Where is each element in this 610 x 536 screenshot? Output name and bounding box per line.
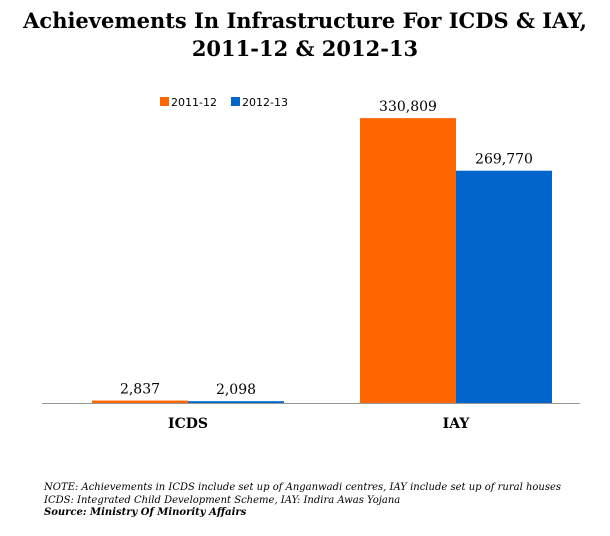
- data-label-icds-2012-13: 2,098: [216, 382, 256, 398]
- x-tick-label-icds: ICDS: [168, 416, 208, 432]
- bar-icds-2011-12: [92, 400, 188, 403]
- legend-label-2012-13: 2012-13: [242, 96, 288, 109]
- data-label-icds-2011-12: 2,837: [120, 382, 160, 398]
- data-label-iay-2012-13: 269,770: [475, 152, 533, 168]
- data-label-iay-2011-12: 330,809: [379, 99, 437, 115]
- note-line-1: NOTE: Achievements in ICDS include set u…: [44, 482, 562, 493]
- chart-subtitle: 2011-12 & 2012-13: [191, 36, 419, 61]
- bar-iay-2011-12: [360, 118, 456, 404]
- source-line: Source: Ministry Of Minority Affairs: [44, 507, 247, 518]
- chart-title: Achievements In Infrastructure For ICDS …: [23, 8, 587, 33]
- note-line-2: ICDS: Integrated Child Development Schem…: [44, 494, 401, 506]
- legend-swatch-2012-13: [231, 97, 240, 106]
- bar-icds-2012-13: [188, 401, 284, 403]
- legend-label-2011-12: 2011-12: [171, 96, 217, 109]
- bar-iay-2012-13: [456, 170, 552, 403]
- bar-chart: 2,837 330,809 2,098 269,770 ICDS IAY 2011-12 20…: [42, 96, 580, 432]
- x-tick-label-iay: IAY: [443, 416, 471, 432]
- notes: NOTE: Achievements in ICDS include set u…: [44, 482, 561, 520]
- legend-swatch-2011-12: [160, 97, 169, 106]
